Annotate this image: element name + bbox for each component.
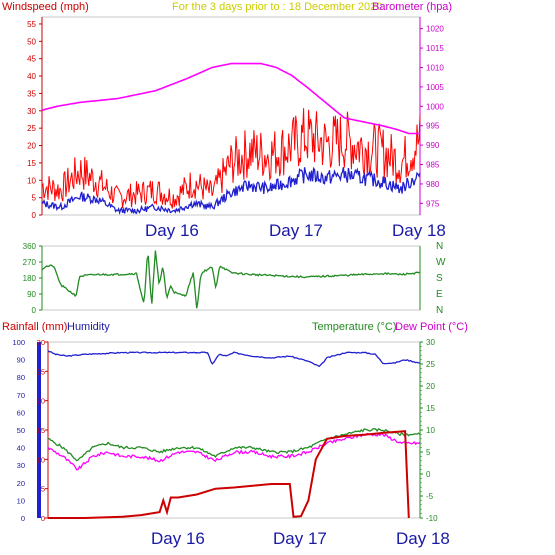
temperature-tick-label: 20 bbox=[426, 382, 435, 391]
temperature-axis-title: Temperature (°C) bbox=[312, 321, 397, 333]
humidity-tick-label: 100 bbox=[12, 338, 25, 347]
rainfall-tick-label: 30 bbox=[37, 338, 45, 347]
temperature-tick-label: -5 bbox=[426, 492, 434, 501]
compass-label: S bbox=[436, 273, 443, 284]
compass-label: W bbox=[436, 257, 446, 268]
humidity-tick-label: 90 bbox=[17, 356, 25, 365]
day-label-16-bottom: Day 16 bbox=[151, 529, 205, 548]
compass-label: N bbox=[436, 305, 443, 316]
wind-gust-line bbox=[41, 108, 421, 209]
windspeed-tick-label: 25 bbox=[27, 124, 36, 133]
windspeed-tick-label: 50 bbox=[27, 37, 36, 46]
rainfall-tick-label: 10 bbox=[37, 455, 45, 464]
compass-label: N bbox=[436, 241, 443, 252]
day-label-16: Day 16 bbox=[145, 221, 199, 240]
rainfall-axis-title: Rainfall (mm) bbox=[2, 321, 68, 333]
direction-tick-label: 270 bbox=[23, 258, 37, 267]
windspeed-axis-title: Windspeed (mph) bbox=[2, 1, 89, 13]
windspeed-tick-label: 55 bbox=[27, 20, 36, 29]
humidity-tick-label: 70 bbox=[17, 391, 25, 400]
barometer-tick-label: 980 bbox=[426, 180, 440, 189]
windspeed-tick-label: 5 bbox=[32, 194, 37, 203]
temperature-tick-label: 25 bbox=[426, 360, 435, 369]
barometer-tick-label: 995 bbox=[426, 122, 440, 131]
windspeed-tick-label: 30 bbox=[27, 107, 36, 116]
dewpoint-axis-title: Dew Point (°C) bbox=[395, 321, 468, 333]
direction-tick-label: 360 bbox=[23, 242, 37, 251]
temperature-tick-label: -10 bbox=[426, 514, 438, 523]
panel-frame-1 bbox=[41, 16, 421, 216]
chart-title: For the 3 days prior to : 18 December 20… bbox=[172, 1, 383, 13]
humidity-tick-label: 50 bbox=[17, 426, 25, 435]
humidity-tick-label: 30 bbox=[17, 461, 25, 470]
direction-tick-label: 0 bbox=[32, 306, 37, 315]
temperature-tick-label: 0 bbox=[426, 470, 431, 479]
direction-tick-label: 90 bbox=[27, 290, 36, 299]
humidity-tick-label: 80 bbox=[17, 373, 25, 382]
barometer-tick-label: 1020 bbox=[426, 25, 444, 34]
rainfall-tick-label: 15 bbox=[37, 426, 45, 435]
rainfall-tick-label: 20 bbox=[37, 397, 45, 406]
windspeed-tick-label: 10 bbox=[27, 176, 36, 185]
barometer-tick-label: 1005 bbox=[426, 83, 444, 92]
panel-frame-3 bbox=[47, 341, 421, 519]
barometer-axis-title: Barometer (hpa) bbox=[372, 1, 453, 13]
temperature-tick-label: 30 bbox=[426, 338, 435, 347]
chart-series bbox=[41, 62, 421, 519]
humidity-tick-label: 20 bbox=[17, 479, 25, 488]
windspeed-tick-label: 15 bbox=[27, 159, 36, 168]
day-label-17-bottom: Day 17 bbox=[273, 529, 327, 548]
rainfall-tick-label: 0 bbox=[41, 514, 45, 523]
humidity-line bbox=[47, 350, 421, 368]
day-label-18-bottom: Day 18 bbox=[396, 529, 450, 548]
humidity-tick-label: 10 bbox=[17, 496, 25, 505]
humidity-axis-bar bbox=[37, 342, 41, 518]
day-label-17: Day 17 bbox=[269, 221, 323, 240]
barometer-tick-label: 1010 bbox=[426, 63, 444, 72]
panel-frame-2 bbox=[41, 245, 421, 311]
windspeed-tick-label: 0 bbox=[32, 211, 37, 220]
temperature-tick-label: 10 bbox=[426, 426, 435, 435]
rainfall-tick-label: 5 bbox=[41, 485, 45, 494]
wind-average-line bbox=[41, 166, 421, 216]
direction-tick-label: 180 bbox=[23, 274, 37, 283]
barometer-line bbox=[41, 62, 420, 135]
temperature-tick-label: 15 bbox=[426, 404, 435, 413]
chart-frames bbox=[37, 16, 421, 519]
barometer-tick-label: 975 bbox=[426, 199, 440, 208]
rainfall-line bbox=[48, 430, 410, 519]
windspeed-tick-label: 20 bbox=[27, 142, 36, 151]
windspeed-tick-label: 45 bbox=[27, 55, 36, 64]
barometer-tick-label: 1000 bbox=[426, 102, 444, 111]
humidity-tick-label: 40 bbox=[17, 444, 25, 453]
compass-label: E bbox=[436, 289, 443, 300]
chart-ticks: 0510152025303540455055975980985990995100… bbox=[12, 20, 446, 523]
windspeed-tick-label: 35 bbox=[27, 89, 36, 98]
barometer-tick-label: 1015 bbox=[426, 44, 444, 53]
humidity-tick-label: 60 bbox=[17, 408, 25, 417]
barometer-tick-label: 985 bbox=[426, 161, 440, 170]
temperature-line bbox=[47, 428, 421, 462]
wind-direction-line bbox=[41, 250, 421, 309]
day-label-18: Day 18 bbox=[392, 221, 446, 240]
humidity-axis-title: Humidity bbox=[67, 321, 110, 333]
humidity-tick-label: 0 bbox=[21, 514, 25, 523]
rainfall-tick-label: 25 bbox=[37, 367, 45, 376]
temperature-tick-label: 5 bbox=[426, 448, 431, 457]
barometer-tick-label: 990 bbox=[426, 141, 440, 150]
windspeed-tick-label: 40 bbox=[27, 72, 36, 81]
